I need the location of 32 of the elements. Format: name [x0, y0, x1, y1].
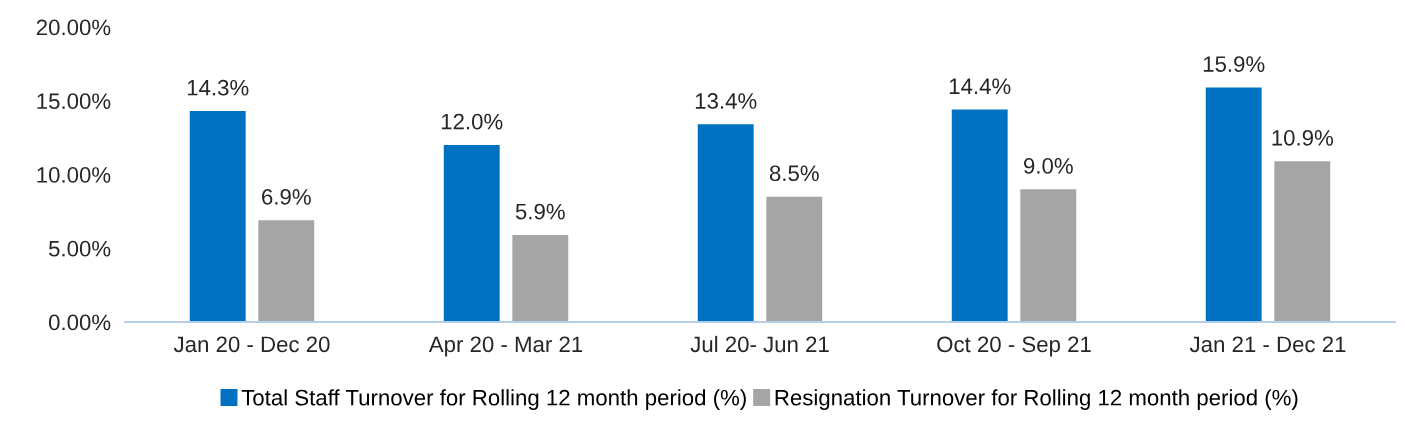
- y-tick-label: 0.00%: [48, 314, 111, 331]
- data-label: 13.4%: [695, 93, 757, 109]
- y-tick-label: 20.00%: [36, 19, 111, 36]
- bar: [1020, 189, 1077, 322]
- y-tick-label: 15.00%: [37, 93, 111, 110]
- data-label: 12.0%: [441, 113, 503, 130]
- bar: [1274, 161, 1331, 322]
- bar: [697, 124, 754, 322]
- bar: [443, 145, 500, 322]
- x-tick-label: Jan 20 - Dec 20: [173, 336, 330, 353]
- data-label: 8.5%: [769, 165, 819, 182]
- y-tick-label: 10.00%: [37, 167, 111, 183]
- data-label: 10.9%: [1272, 129, 1334, 146]
- data-label: 14.3%: [187, 79, 249, 96]
- data-label: 5.9%: [515, 203, 565, 220]
- x-tick-label: Oct 20 - Sep 21: [937, 336, 1091, 357]
- bar: [1205, 87, 1262, 322]
- x-tick-label: Jul 20- Jun 21: [690, 335, 829, 353]
- bar: [512, 234, 569, 322]
- bar: [258, 220, 315, 322]
- data-label: 9.0%: [1024, 158, 1073, 174]
- data-label: 6.9%: [262, 188, 311, 205]
- x-tick-label: Jan 21 - Dec 21: [1189, 336, 1346, 353]
- bar: [766, 196, 823, 322]
- y-tick-label: 5.00%: [48, 240, 111, 257]
- bar: [189, 111, 246, 322]
- legend-label: Resignation Turnover for Rolling 12 month period (%): [775, 389, 1298, 410]
- data-label: 15.9%: [1203, 56, 1265, 72]
- bar: [951, 109, 1008, 322]
- data-label: 14.4%: [949, 78, 1011, 95]
- legend-label: Total Staff Turnover for Rolling 12 month period (%): [241, 389, 746, 410]
- x-tick-label: Apr 20 - Mar 21: [428, 336, 583, 357]
